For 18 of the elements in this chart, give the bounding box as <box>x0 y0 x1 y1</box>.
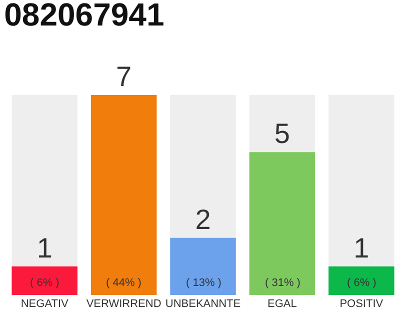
x-tick-label: POSITIV <box>340 298 384 310</box>
x-tick-label: UNBEKANNTE <box>165 298 241 310</box>
bar <box>328 266 394 295</box>
data-label: 7 <box>116 61 132 92</box>
bar <box>12 266 78 295</box>
x-tick-label: NEGATIV <box>20 298 69 310</box>
annotation: ( 6% ) <box>30 277 60 289</box>
x-tick-label: EGAL <box>268 298 297 310</box>
annotation: ( 13% ) <box>186 277 222 289</box>
data-label: 1 <box>354 232 370 264</box>
annotation: ( 44% ) <box>106 277 142 289</box>
data-label: 2 <box>195 204 211 235</box>
data-label: 5 <box>274 118 290 150</box>
chart-title: 082067941 <box>4 0 164 33</box>
x-tick-label: VERWIRREND <box>86 298 162 310</box>
annotation: ( 6% ) <box>347 277 376 289</box>
data-label: 1 <box>36 232 52 264</box>
annotation: ( 31% ) <box>265 277 300 289</box>
